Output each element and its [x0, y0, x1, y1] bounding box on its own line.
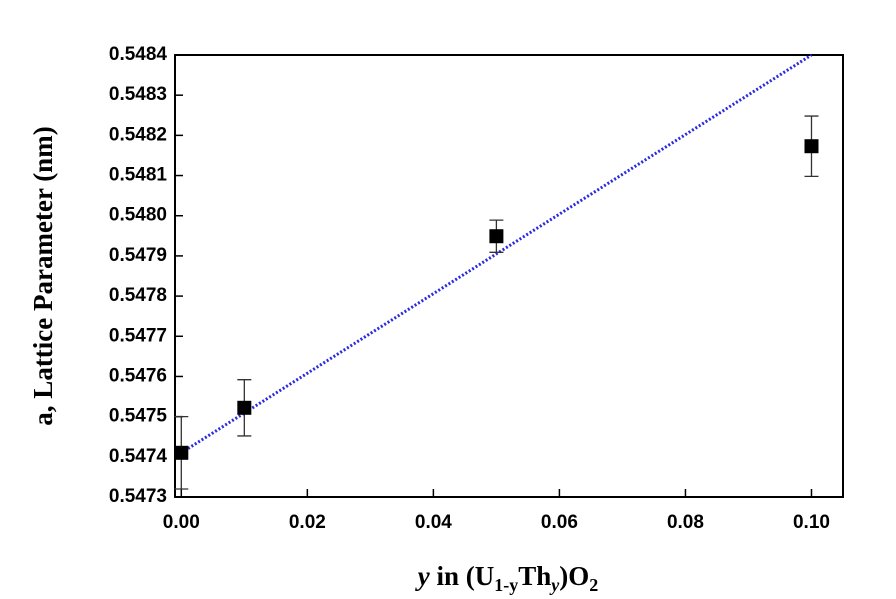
- y-tick-label: 0.5476: [109, 365, 167, 386]
- y-tick-label: 0.5483: [109, 84, 167, 105]
- y-tick-label: 0.5473: [109, 486, 167, 507]
- data-point: [489, 229, 504, 244]
- x-tick-label: 0.00: [163, 512, 200, 533]
- y-tick-label: 0.5475: [109, 406, 168, 427]
- x-label-part: Th: [518, 561, 551, 591]
- x-label-part: in (U: [430, 561, 495, 591]
- x-label-part: y: [415, 561, 431, 591]
- x-label-part: y: [549, 575, 560, 595]
- x-tick-label: 0.08: [667, 512, 704, 533]
- data-point: [804, 139, 819, 154]
- y-tick-label: 0.5481: [109, 165, 168, 186]
- x-tick-label: 0.06: [541, 512, 578, 533]
- y-tick-label: 0.5474: [109, 446, 168, 467]
- x-label-part: )O: [559, 561, 589, 591]
- y-tick-label: 0.5482: [109, 124, 167, 145]
- y-tick-label: 0.5480: [109, 205, 167, 226]
- x-axis-label: y in (U1-yThy)O2: [415, 561, 599, 595]
- x-label-part: 2: [589, 575, 598, 595]
- y-axis-label: a, Lattice Parameter (nm): [28, 126, 58, 425]
- x-label-part: 1-y: [494, 575, 518, 595]
- y-tick-label: 0.5477: [109, 325, 167, 346]
- plot-frame: [174, 54, 844, 498]
- data-point: [174, 445, 189, 460]
- x-tick-label: 0.02: [289, 512, 326, 533]
- y-tick-label: 0.5479: [109, 245, 167, 266]
- x-tick-label: 0.10: [793, 512, 830, 533]
- y-tick-label: 0.5478: [109, 285, 167, 306]
- x-tick-label: 0.04: [415, 512, 452, 533]
- fit-line: [180, 53, 813, 455]
- data-point: [237, 400, 252, 415]
- y-tick-label: 0.5484: [109, 44, 168, 65]
